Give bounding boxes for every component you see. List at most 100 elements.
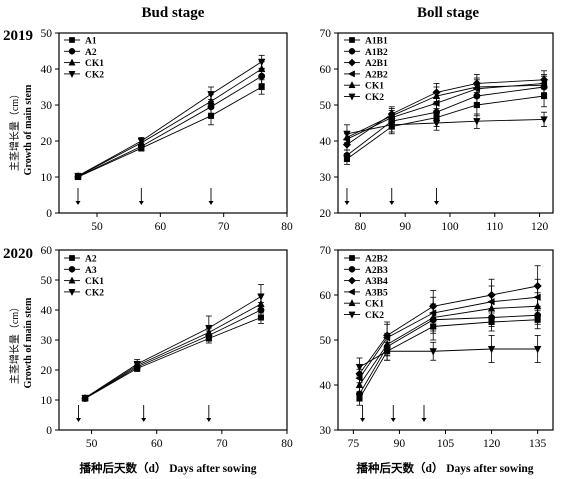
series-line (84, 303, 262, 399)
legend-label: A1 (85, 37, 97, 47)
xlabel-bud: 播种后天数（d） Days after sowing (79, 461, 256, 475)
legend-marker (69, 255, 75, 261)
series-ck2 (343, 111, 548, 144)
ylabel-cn-2019: 主茎增长量（cm） (8, 89, 21, 171)
legend-marker (348, 48, 356, 55)
legend-label: A2 (85, 48, 97, 58)
series-line (346, 82, 545, 140)
data-point (487, 345, 496, 354)
data-point (533, 345, 542, 354)
data-point (355, 374, 363, 382)
series-line (77, 86, 262, 178)
series-ck2 (74, 54, 266, 181)
legend-label: A3 (85, 266, 97, 276)
y-tick-label: 10 (41, 395, 53, 407)
y-tick-label: 70 (320, 28, 332, 40)
legend-label: A2B2 (365, 70, 388, 80)
data-point (473, 118, 481, 126)
legend-label: CK2 (365, 93, 384, 103)
legend-label: CK1 (365, 300, 384, 310)
data-point (429, 313, 437, 321)
data-point (473, 82, 481, 91)
x-tick-label: 120 (483, 438, 501, 450)
legend-marker (348, 58, 356, 67)
xlabel-boll: 播种后天数（d） Days after sowing (356, 461, 533, 475)
x-tick-label: 50 (86, 438, 98, 450)
y-tick-label: 50 (320, 335, 332, 347)
data-point (383, 348, 391, 356)
data-point (429, 348, 437, 356)
y-tick-label: 40 (41, 305, 53, 317)
data-point (540, 116, 548, 124)
legend-label: CK1 (85, 59, 104, 69)
legend-marker (68, 71, 76, 79)
x-tick-label: 90 (394, 438, 406, 450)
data-point (355, 363, 364, 372)
y-tick-label: 0 (46, 425, 52, 437)
sampling-arrow-head (434, 201, 440, 205)
data-point (137, 137, 146, 146)
series-line (346, 118, 545, 135)
x-tick-label: 80 (355, 221, 367, 233)
sampling-arrow-head (389, 201, 395, 205)
x-tick-label: 90 (399, 221, 411, 233)
data-point (388, 121, 396, 130)
legend-marker (68, 266, 76, 273)
col-title-bud: Bud stage (142, 5, 205, 21)
legend-marker (348, 276, 356, 285)
series-a2 (82, 311, 264, 402)
y-tick-label: 50 (320, 100, 332, 112)
col-title-boll: Boll stage (417, 5, 479, 21)
legend-label: A2B3 (365, 266, 388, 276)
x-tick-label: 135 (529, 438, 547, 450)
data-point (540, 80, 548, 89)
y-tick-label: 50 (41, 275, 53, 287)
plot-frame (337, 32, 554, 214)
year-label-2019: 2019 (3, 28, 33, 44)
y-tick-label: 10 (41, 172, 53, 184)
legend-label: CK2 (365, 311, 384, 321)
data-point (343, 130, 351, 139)
x-tick-label: 60 (151, 438, 163, 450)
data-point (133, 360, 141, 369)
ylabel-cn-2020: 主茎增长量（cm） (8, 302, 21, 384)
legend-label: A1B1 (365, 37, 388, 47)
sampling-arrow-head (76, 418, 82, 422)
ylabel-en-2020: Growth of main stem (23, 297, 34, 388)
data-point (487, 298, 495, 306)
legend-label: CK2 (85, 288, 104, 298)
legend-marker (347, 70, 355, 78)
legend-marker (68, 276, 76, 284)
y-tick-label: 20 (41, 136, 53, 148)
y-tick-label: 50 (41, 28, 53, 40)
y-tick-label: 60 (320, 290, 332, 302)
x-tick-label: 50 (91, 221, 103, 233)
legend-marker (348, 311, 356, 319)
sampling-arrow-head (138, 201, 144, 205)
data-point (257, 58, 266, 67)
data-point (207, 91, 215, 99)
chart-boll-2019: 20 30 40 50 60 70 80 90 100 110 120 A1B1A1B2A2B1A2B… (320, 28, 554, 233)
x-tick-label: 80 (281, 438, 293, 450)
legend-marker (68, 58, 76, 66)
sampling-arrow-head (390, 418, 396, 422)
sampling-arrow-head (344, 201, 350, 205)
data-point (382, 334, 391, 342)
series-ck2 (81, 284, 265, 403)
sampling-arrow-head (208, 201, 214, 205)
legend-marker (348, 266, 356, 273)
y-tick-label: 0 (46, 208, 52, 220)
sampling-arrow-head (75, 201, 81, 205)
y-tick-label: 40 (320, 136, 332, 148)
legend-label: A2B2 (365, 255, 388, 265)
data-point (432, 91, 441, 100)
data-point (343, 151, 351, 159)
x-tick-label: 70 (216, 438, 228, 450)
legend-label: A3B5 (365, 288, 388, 298)
series-line (84, 296, 262, 399)
series-line (84, 317, 262, 399)
data-point (81, 394, 89, 403)
series-line (84, 309, 262, 399)
